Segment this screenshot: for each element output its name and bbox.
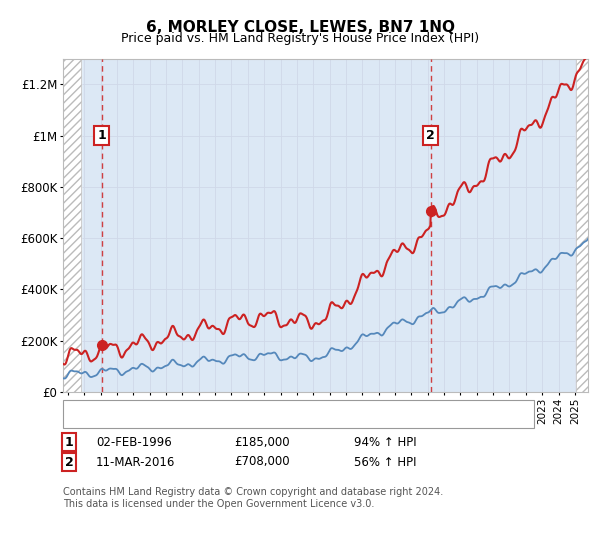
Text: Price paid vs. HM Land Registry's House Price Index (HPI): Price paid vs. HM Land Registry's House …: [121, 32, 479, 45]
Text: 02-FEB-1996: 02-FEB-1996: [96, 436, 172, 449]
Text: 1: 1: [65, 436, 73, 449]
Text: 11-MAR-2016: 11-MAR-2016: [96, 455, 175, 469]
Bar: [576, 59, 588, 392]
Text: 2: 2: [65, 455, 73, 469]
Text: Contains HM Land Registry data © Crown copyright and database right 2024.
This d: Contains HM Land Registry data © Crown c…: [63, 487, 443, 509]
Bar: [63, 59, 82, 392]
Bar: [63, 59, 82, 392]
Text: 6, MORLEY CLOSE, LEWES, BN7 1NQ: 6, MORLEY CLOSE, LEWES, BN7 1NQ: [146, 20, 455, 35]
Text: HPI: Average price, detached house, Lewes: HPI: Average price, detached house, Lewe…: [108, 419, 349, 429]
Text: £185,000: £185,000: [234, 436, 290, 449]
Text: £708,000: £708,000: [234, 455, 290, 469]
Text: 56% ↑ HPI: 56% ↑ HPI: [354, 455, 416, 469]
Text: 94% ↑ HPI: 94% ↑ HPI: [354, 436, 416, 449]
Text: 6, MORLEY CLOSE, LEWES, BN7 1NQ (detached house): 6, MORLEY CLOSE, LEWES, BN7 1NQ (detache…: [108, 400, 413, 409]
Text: 1: 1: [98, 129, 106, 142]
Bar: [576, 59, 588, 392]
Text: 2: 2: [426, 129, 435, 142]
